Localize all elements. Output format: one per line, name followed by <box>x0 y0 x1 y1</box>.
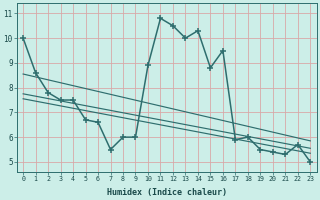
X-axis label: Humidex (Indice chaleur): Humidex (Indice chaleur) <box>107 188 227 197</box>
